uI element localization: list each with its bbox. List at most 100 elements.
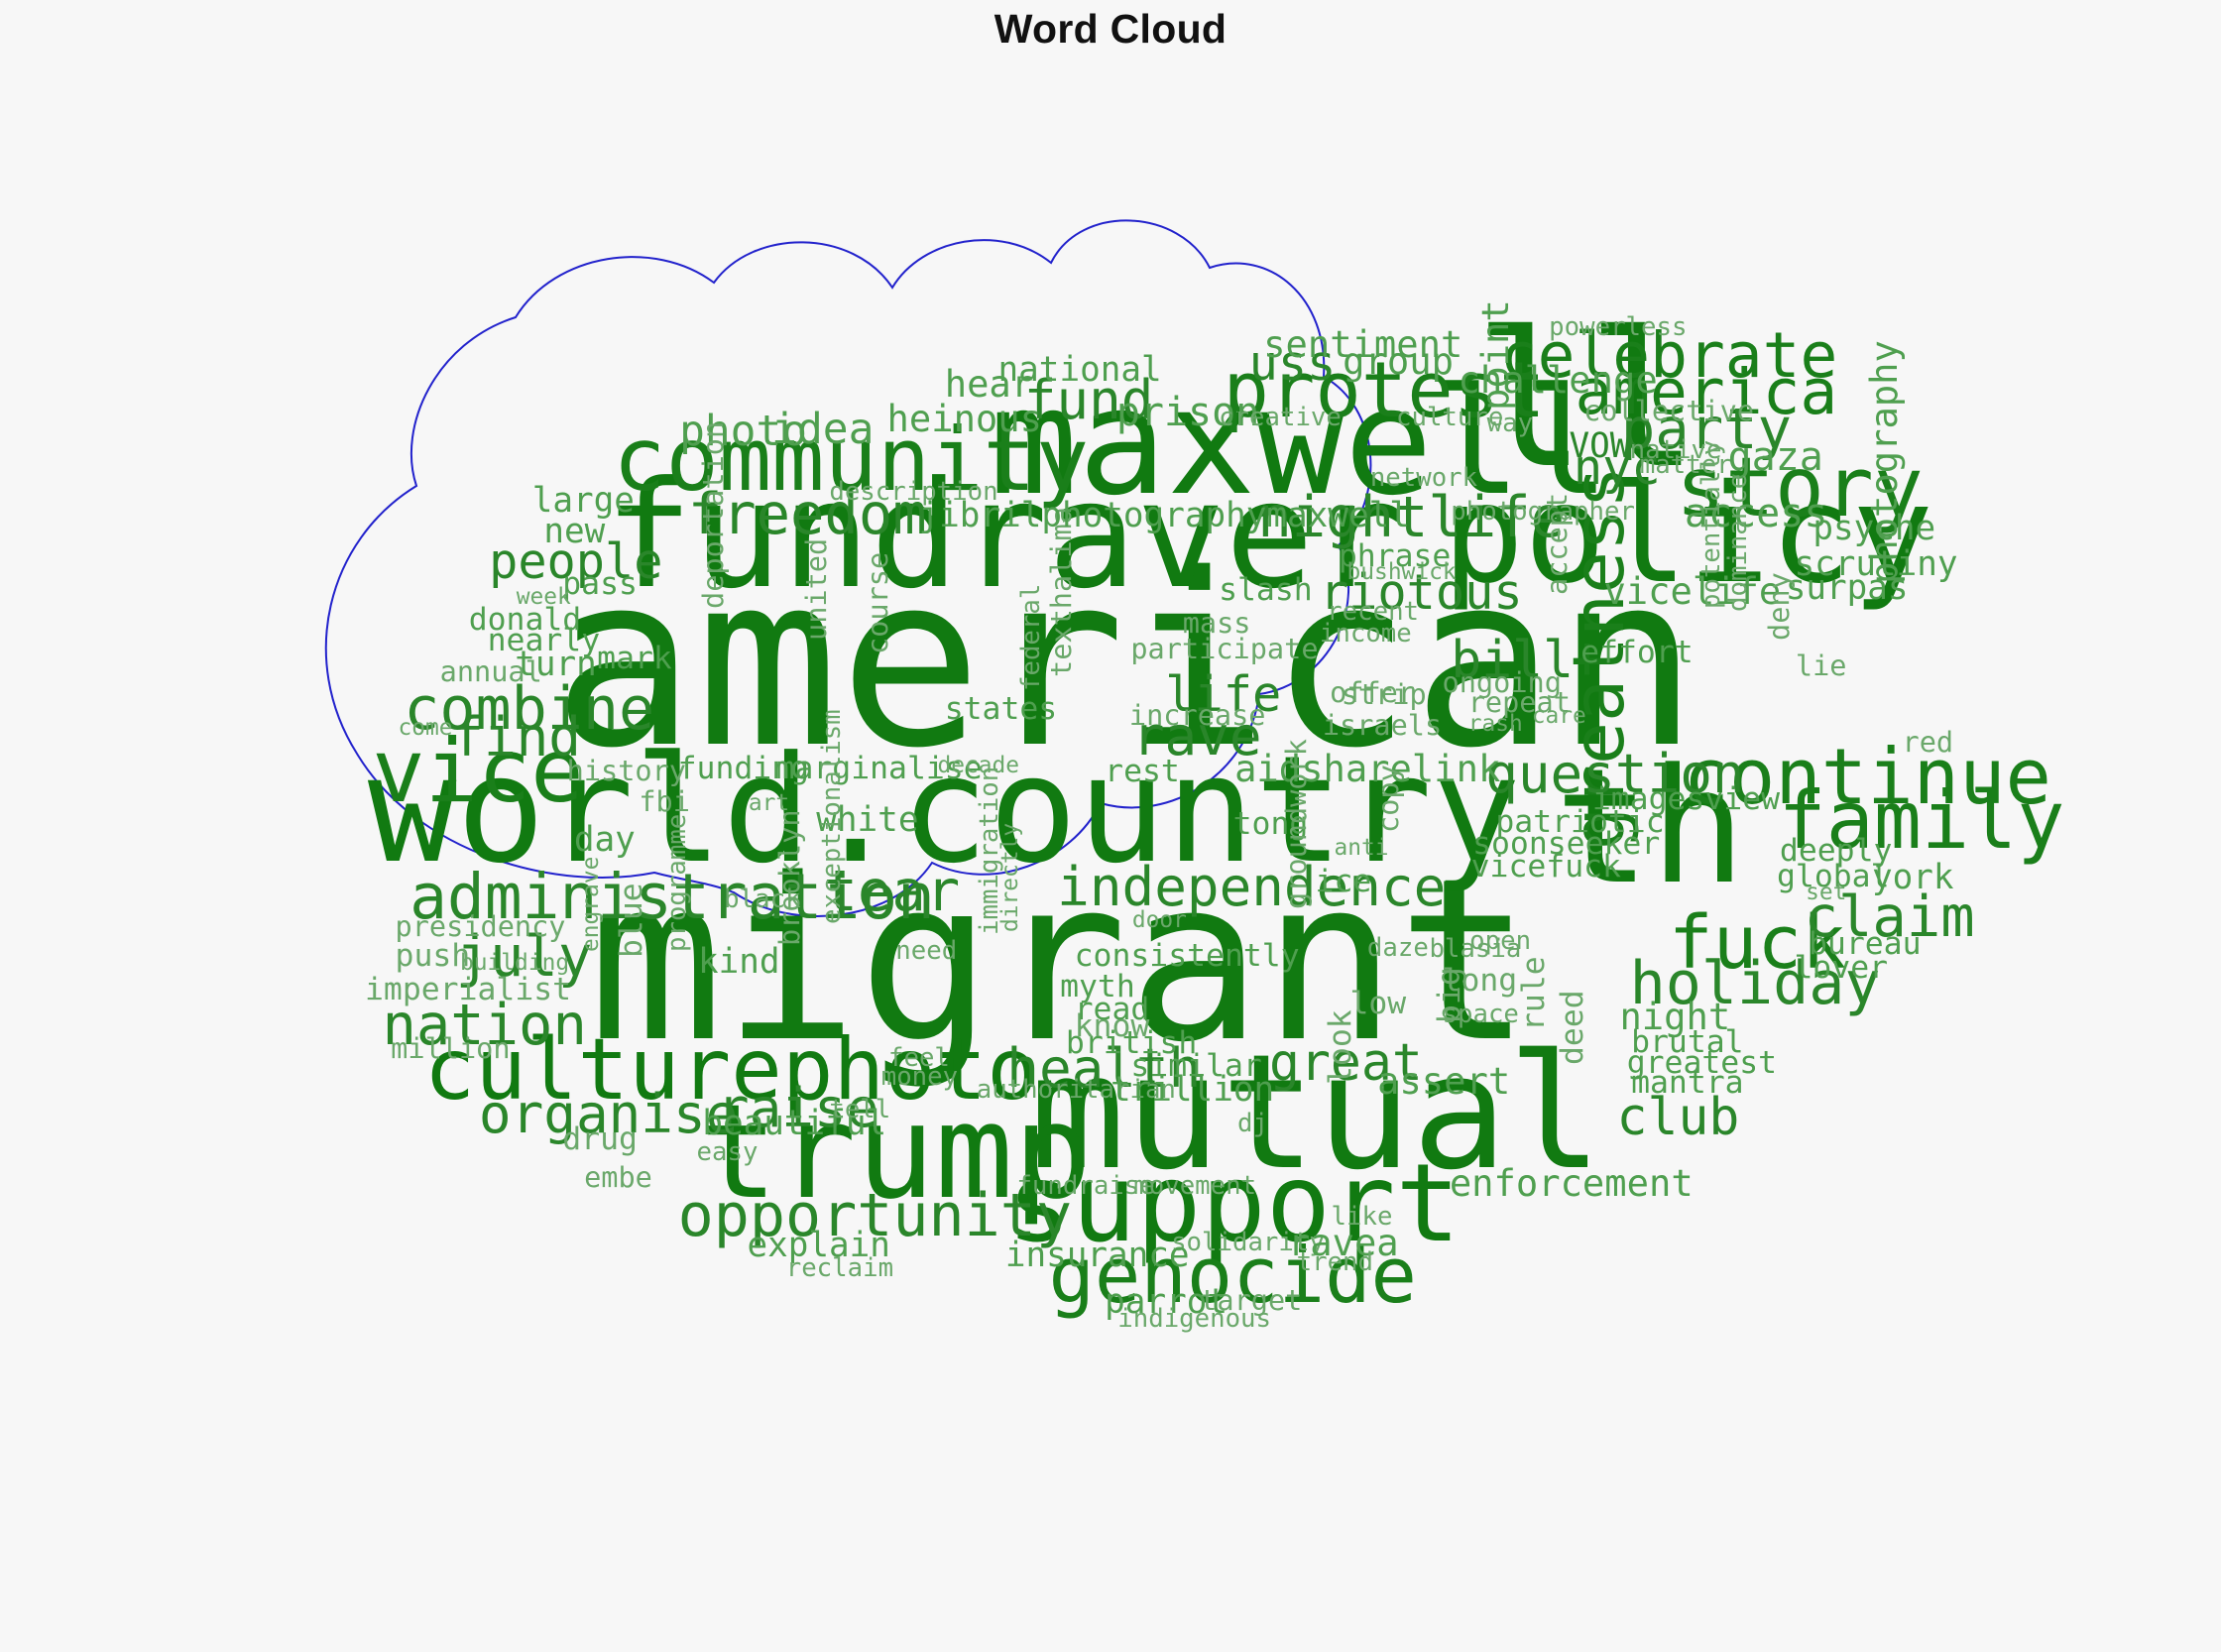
word-cloud-term: rave xyxy=(1131,704,1262,767)
word-cloud-term: insurance xyxy=(1004,1236,1190,1276)
word-cloud-term: culture xyxy=(1396,403,1504,433)
word-cloud-term: day xyxy=(573,820,636,861)
word-cloud-term: history xyxy=(566,753,686,787)
word-cloud-term: trump xyxy=(699,1076,1093,1229)
word-cloud-term: deny xyxy=(1762,572,1797,641)
word-cloud-term: donald xyxy=(468,601,582,638)
word-cloud-term: assert xyxy=(1377,1060,1511,1104)
word-cloud-term: embe xyxy=(584,1159,652,1194)
word-cloud-term: vice xyxy=(372,719,584,822)
word-cloud-term: turn xyxy=(515,645,597,685)
word-cloud-term: look xyxy=(1322,1009,1358,1086)
word-cloud-term: red xyxy=(1902,725,1954,760)
word-cloud-term: dj xyxy=(1237,1109,1268,1139)
word-cloud-term: presidency xyxy=(395,909,566,943)
word-cloud-term: indigenous xyxy=(1117,1304,1272,1335)
word-cloud-term: push xyxy=(395,937,471,974)
word-cloud-term: greatest xyxy=(1626,1045,1778,1082)
word-cloud-term: pass xyxy=(562,566,638,603)
word-cloud-term: vicelife xyxy=(1603,569,1782,613)
word-cloud-term: phrase xyxy=(1338,537,1452,574)
word-cloud-term: directly xyxy=(996,823,1023,933)
word-cloud-term: story xyxy=(1676,439,1924,536)
word-cloud-term: protest xyxy=(1223,346,1546,436)
word-cloud-term: rest xyxy=(1105,753,1180,789)
word-cloud-term: ongoing xyxy=(1442,665,1562,700)
word-cloud-term: read xyxy=(1074,991,1150,1027)
word-cloud-term: blasia xyxy=(1429,934,1522,965)
word-cloud-term: fbi xyxy=(639,784,690,819)
word-cloud-term: care xyxy=(1531,703,1586,730)
word-cloud-term: photographer xyxy=(1451,496,1635,527)
word-cloud-term: night xyxy=(1619,995,1731,1038)
word-cloud-term: prison xyxy=(1115,390,1260,436)
word-cloud-term: life xyxy=(1165,666,1282,723)
word-cloud-term: hear xyxy=(944,363,1034,407)
word-cloud-term: blue xyxy=(614,883,650,958)
word-cloud-term: description xyxy=(829,476,998,507)
word-cloud-term: continue xyxy=(1683,733,2051,823)
word-cloud-term: immigration xyxy=(974,766,1004,936)
word-cloud-term: money xyxy=(880,1061,959,1092)
word-cloud-term: maxwell xyxy=(989,356,1610,529)
word-cloud-term: imagesview xyxy=(1591,781,1780,818)
word-cloud-term: open xyxy=(1469,925,1532,956)
word-cloud-term: target xyxy=(1200,1283,1303,1318)
word-cloud-term: fundraise xyxy=(1016,1170,1155,1201)
word-cloud-term: sentiment xyxy=(1263,323,1463,367)
word-cloud-term: united xyxy=(798,537,833,641)
word-cloud-term: brutal xyxy=(1631,1023,1744,1060)
word-cloud-term: consistently xyxy=(1074,937,1300,974)
word-cloud-term: decade xyxy=(937,753,1020,779)
word-cloud-term: set xyxy=(1806,879,1847,905)
word-cloud-term: migrant xyxy=(588,830,1532,1092)
word-cloud-term: easy xyxy=(696,1136,759,1167)
word-cloud-term: riotous xyxy=(1319,565,1523,622)
word-cloud-term: party xyxy=(1620,397,1792,463)
word-cloud-term: idea xyxy=(771,405,875,455)
word-cloud-term: week xyxy=(516,584,571,611)
word-cloud-term: collective xyxy=(1583,393,1755,427)
word-cloud-term: vicefuck xyxy=(1470,848,1621,885)
word-cloud-term: deeply xyxy=(1779,832,1893,869)
word-cloud-term: bill xyxy=(1451,630,1575,690)
word-cloud-term: income xyxy=(1319,618,1412,649)
word-cloud-term: opportunity xyxy=(677,1181,1072,1251)
word-cloud-term: july xyxy=(455,924,593,991)
word-cloud-term: art xyxy=(748,789,790,816)
word-cloud-term: similar xyxy=(1130,1048,1262,1085)
word-cloud-term: mass xyxy=(1182,606,1251,641)
word-cloud-term: family xyxy=(1778,774,2065,868)
word-cloud-term: fund xyxy=(1023,368,1154,431)
word-cloud-term: surpas xyxy=(1785,568,1909,609)
word-cloud-term: potentially xyxy=(1696,440,1727,610)
word-cloud-term: brooklyn xyxy=(772,809,807,947)
word-cloud-term: photo xyxy=(679,406,808,456)
word-cloud-term: accept xyxy=(1540,492,1575,596)
word-cloud-term: holiday xyxy=(1629,948,1881,1018)
word-cloud-term: tear xyxy=(823,859,961,925)
word-cloud-term: exceptionalism xyxy=(817,708,848,924)
word-cloud-term: know xyxy=(1074,1008,1150,1045)
word-cloud-term: raise xyxy=(716,1077,879,1140)
word-cloud-term: anti xyxy=(1334,835,1389,862)
word-cloud-term: support xyxy=(1006,1139,1461,1266)
word-cloud-term: challenge xyxy=(1458,359,1658,403)
word-cloud-term: th xyxy=(1555,733,1746,919)
word-cloud-term: annual xyxy=(439,653,542,688)
word-cloud-term: bureau xyxy=(1809,926,1922,963)
word-cloud-term: building xyxy=(460,950,570,977)
word-cloud-term: question xyxy=(1485,743,1745,806)
word-cloud-term: effort xyxy=(1580,634,1694,670)
word-cloud-term: lover xyxy=(1794,950,1889,987)
word-cloud-term: tong xyxy=(1232,805,1309,842)
word-cloud-term: groundwork xyxy=(1279,739,1313,910)
word-cloud-term: great xyxy=(1269,1032,1423,1093)
word-cloud-term: nation xyxy=(382,992,587,1058)
word-cloud-term: way xyxy=(1486,409,1534,439)
word-cloud-term: drug xyxy=(562,1121,638,1158)
word-cloud-term: explain xyxy=(747,1226,890,1266)
word-cloud-term: club xyxy=(1616,1088,1740,1148)
word-cloud-term: slash xyxy=(1219,571,1313,608)
